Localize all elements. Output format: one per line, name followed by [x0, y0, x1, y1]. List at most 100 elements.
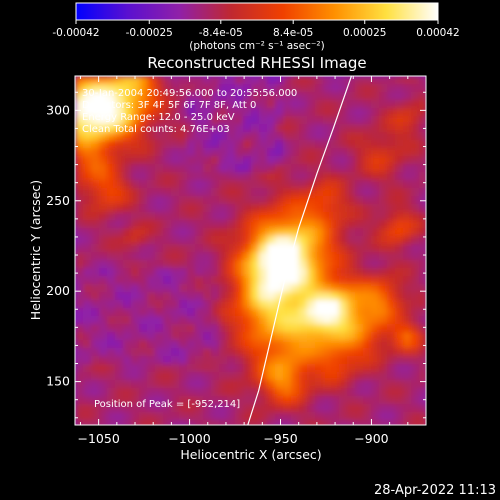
- heatmap-cell: [227, 292, 236, 301]
- heatmap-cell: [195, 260, 204, 269]
- heatmap-cell: [419, 284, 426, 293]
- heatmap-cell: [363, 364, 372, 373]
- heatmap-cell: [115, 252, 124, 261]
- heatmap-cell: [75, 372, 84, 381]
- heatmap-cell: [339, 236, 348, 245]
- heatmap-cell: [419, 236, 426, 245]
- heatmap-cell: [187, 276, 196, 285]
- heatmap-cell: [395, 140, 404, 149]
- heatmap-cell: [219, 244, 228, 253]
- heatmap-cell: [403, 284, 412, 293]
- heatmap-cell: [91, 364, 100, 373]
- heatmap-cell: [403, 372, 412, 381]
- heatmap-cell: [411, 212, 420, 221]
- heatmap-cell: [179, 212, 188, 221]
- heatmap-cell: [299, 284, 308, 293]
- heatmap-cell: [115, 420, 124, 425]
- heatmap-cell: [219, 268, 228, 277]
- heatmap-cell: [123, 148, 132, 157]
- heatmap-cell: [115, 260, 124, 269]
- heatmap-cell: [163, 252, 172, 261]
- heatmap-cell: [307, 404, 316, 413]
- heatmap-cell: [251, 148, 260, 157]
- heatmap-cell: [403, 196, 412, 205]
- heatmap-cell: [155, 348, 164, 357]
- heatmap-cell: [379, 276, 388, 285]
- heatmap-cell: [131, 228, 140, 237]
- heatmap-cell: [155, 188, 164, 197]
- heatmap-cell: [275, 364, 284, 373]
- heatmap-cell: [403, 132, 412, 141]
- heatmap-cell: [235, 196, 244, 205]
- heatmap-cell: [283, 116, 292, 125]
- heatmap-cell: [275, 252, 284, 261]
- heatmap-cell: [291, 268, 300, 277]
- heatmap-cell: [139, 180, 148, 189]
- heatmap-cell: [227, 332, 236, 341]
- heatmap-cell: [363, 260, 372, 269]
- heatmap-cell: [299, 84, 308, 93]
- heatmap-cell: [155, 92, 164, 101]
- heatmap-cell: [179, 372, 188, 381]
- heatmap-cell: [387, 172, 396, 181]
- heatmap-cell: [227, 412, 236, 421]
- heatmap-cell: [323, 420, 332, 425]
- heatmap-cell: [235, 412, 244, 421]
- heatmap-cell: [195, 308, 204, 317]
- heatmap-cell: [91, 244, 100, 253]
- heatmap-cell: [123, 132, 132, 141]
- heatmap-cell: [307, 236, 316, 245]
- heatmap-cell: [83, 188, 92, 197]
- heatmap-cell: [275, 236, 284, 245]
- heatmap-cell: [339, 108, 348, 117]
- heatmap-cell: [251, 308, 260, 317]
- heatmap-cell: [139, 84, 148, 93]
- heatmap-cell: [275, 92, 284, 101]
- info-line: Detectors: 3F 4F 5F 6F 7F 8F, Att 0: [82, 100, 256, 111]
- heatmap-cell: [147, 332, 156, 341]
- heatmap-cell: [203, 196, 212, 205]
- heatmap-cell: [331, 300, 340, 309]
- heatmap-cell: [267, 412, 276, 421]
- heatmap-cell: [179, 92, 188, 101]
- heatmap-cell: [419, 292, 426, 301]
- heatmap-cell: [283, 348, 292, 357]
- heatmap-cell: [131, 284, 140, 293]
- heatmap-cell: [147, 308, 156, 317]
- heatmap-cell: [259, 100, 268, 109]
- heatmap-cell: [163, 140, 172, 149]
- heatmap-cell: [115, 188, 124, 197]
- heatmap-cell: [267, 76, 276, 85]
- heatmap-cell: [131, 84, 140, 93]
- heatmap-cell: [339, 388, 348, 397]
- heatmap-cell: [299, 356, 308, 365]
- heatmap-cell: [75, 412, 84, 421]
- heatmap-cell: [267, 164, 276, 173]
- heatmap-cell: [291, 276, 300, 285]
- heatmap-cell: [259, 204, 268, 213]
- heatmap-cell: [163, 340, 172, 349]
- heatmap-cell: [419, 108, 426, 117]
- heatmap-cell: [131, 308, 140, 317]
- heatmap-cell: [203, 380, 212, 389]
- heatmap-cell: [299, 100, 308, 109]
- heatmap-cell: [91, 116, 100, 125]
- heatmap-cell: [123, 412, 132, 421]
- heatmap-cell: [339, 76, 348, 85]
- heatmap-cell: [275, 348, 284, 357]
- heatmap-cell: [403, 364, 412, 373]
- heatmap-cell: [139, 204, 148, 213]
- heatmap-cell: [243, 76, 252, 85]
- heatmap-cell: [411, 300, 420, 309]
- heatmap-cell: [203, 252, 212, 261]
- heatmap-cell: [395, 404, 404, 413]
- heatmap-cell: [243, 172, 252, 181]
- heatmap-cell: [339, 356, 348, 365]
- heatmap-cell: [107, 292, 116, 301]
- heatmap-cell: [419, 180, 426, 189]
- heatmap-cell: [163, 396, 172, 405]
- heatmap-cell: [331, 116, 340, 125]
- heatmap-cell: [139, 412, 148, 421]
- heatmap-cell: [195, 100, 204, 109]
- y-tick-label: 250: [46, 193, 70, 208]
